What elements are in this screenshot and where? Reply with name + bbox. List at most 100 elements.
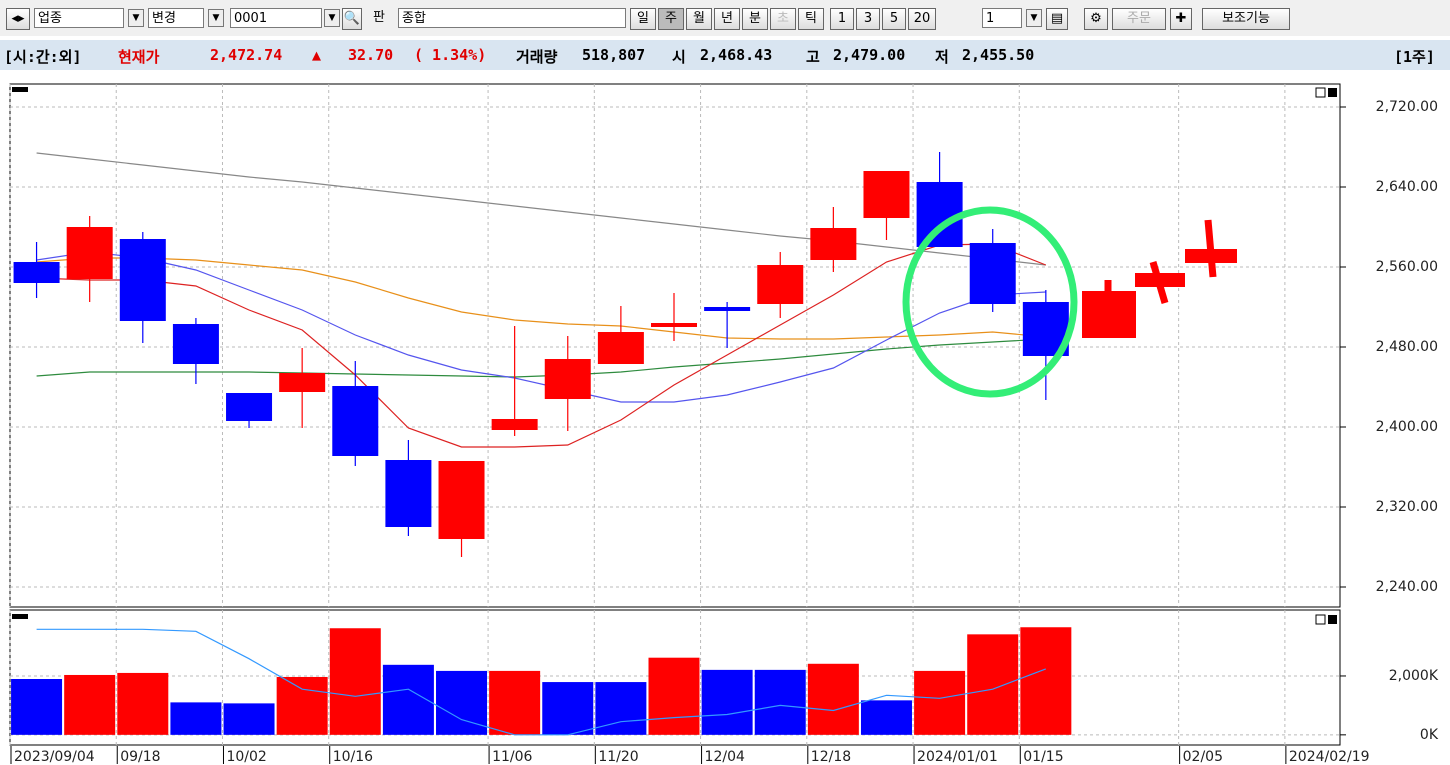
panel-button[interactable] xyxy=(1315,87,1326,98)
nav-button[interactable]: ◂▸ xyxy=(6,8,30,30)
period-button[interactable]: 년 xyxy=(714,8,740,30)
volume-bar xyxy=(489,670,541,735)
moving-average xyxy=(36,628,1047,736)
x-tick-label: 10/16 xyxy=(333,749,373,765)
volume-bar xyxy=(967,634,1019,735)
change-field[interactable]: 변경 xyxy=(148,8,204,28)
candle-body xyxy=(916,182,963,247)
price-label: 현재가 xyxy=(118,48,160,66)
x-tick-label: 02/05 xyxy=(1183,749,1223,765)
moving-average xyxy=(36,251,1046,403)
period-button[interactable]: 주 xyxy=(658,8,684,30)
low-label: 저 xyxy=(935,48,949,66)
dropdown[interactable]: ▼ xyxy=(208,9,224,27)
volume-bar xyxy=(542,682,594,735)
candle-body xyxy=(279,373,326,392)
session: [시:간:외] xyxy=(4,48,82,66)
volume-bar xyxy=(754,669,806,735)
volume-bar xyxy=(11,679,63,735)
drawn-wick xyxy=(1149,261,1169,304)
candle-body xyxy=(226,393,273,421)
name-field[interactable]: 종합 xyxy=(398,8,626,28)
search-button[interactable]: 🔍 xyxy=(342,8,362,30)
volume-bar xyxy=(382,664,434,735)
period-button[interactable]: 일 xyxy=(630,8,656,30)
volume-bar xyxy=(329,628,381,735)
info-bar: [시:간:외] 현재가 2,472.74 ▲ 32.70 ( 1.34%) 거래… xyxy=(0,40,1450,70)
candle-body xyxy=(438,461,485,539)
period-button[interactable]: 1 xyxy=(830,8,854,30)
candle-body xyxy=(332,386,379,456)
candle-body xyxy=(66,227,113,279)
annotations xyxy=(902,206,1237,398)
volume-bar xyxy=(276,676,328,735)
panel-button[interactable] xyxy=(1315,614,1326,625)
dropdown[interactable]: ▼ xyxy=(324,9,340,27)
circle-annotation xyxy=(902,206,1078,398)
dropdown[interactable]: ▼ xyxy=(128,9,144,27)
order-button[interactable]: 주문 xyxy=(1112,8,1166,30)
panel-button[interactable] xyxy=(1328,88,1337,97)
panel-button[interactable] xyxy=(1328,615,1337,624)
volume-label: 거래량 xyxy=(516,48,558,66)
code-field[interactable]: 0001 xyxy=(230,8,322,28)
y-tick-label: 2,000K xyxy=(1389,668,1439,684)
price-frame xyxy=(9,83,1341,608)
period-button[interactable]: 초 xyxy=(770,8,796,30)
period-button[interactable]: 3 xyxy=(856,8,880,30)
period-button[interactable]: 분 xyxy=(742,8,768,30)
x-tick-label: 11/06 xyxy=(492,749,532,765)
x-tick-label: 2024/02/19 xyxy=(1289,749,1370,765)
candle-body xyxy=(597,332,644,364)
high-label: 고 xyxy=(806,48,820,66)
aux-button[interactable]: 보조기능 xyxy=(1202,8,1290,30)
period-button[interactable]: 5 xyxy=(882,8,906,30)
y-tick-label: 2,400.00 xyxy=(1376,419,1438,435)
change-pct: ( 1.34%) xyxy=(414,46,487,64)
volume-bar xyxy=(223,703,275,735)
toolbar: ◂▸ 업종 ▼ 변경 ▼ 0001 ▼ 🔍 판 종합 일 주 월 년 분 초 틱 1 3 5 20 … xyxy=(0,0,1450,36)
candle-body xyxy=(385,460,432,527)
period-button[interactable]: 월 xyxy=(686,8,712,30)
x-tick-label: 01/15 xyxy=(1023,749,1063,765)
x-tick-label: 2024/01/01 xyxy=(917,749,998,765)
change: 32.70 xyxy=(348,46,394,64)
candle-body xyxy=(651,323,697,327)
y-tick-label: 2,480.00 xyxy=(1376,339,1438,355)
period-input[interactable]: 1 xyxy=(982,8,1022,28)
x-tick-label: 2023/09/04 xyxy=(14,749,95,765)
arrow: ▲ xyxy=(312,46,322,64)
x-tick-label: 11/20 xyxy=(598,749,638,765)
settings-button[interactable]: ⚙ xyxy=(1084,8,1108,30)
market-field[interactable]: 업종 xyxy=(34,8,124,28)
low: 2,455.50 xyxy=(962,46,1035,64)
candle-body xyxy=(544,359,591,399)
drawn-candle xyxy=(1082,291,1136,338)
period: [1주] xyxy=(1394,48,1435,66)
candle-body xyxy=(704,307,751,311)
volume-bar xyxy=(914,670,966,735)
volume-bar xyxy=(648,657,700,735)
x-tick-label: 09/18 xyxy=(120,749,160,765)
volume-bar xyxy=(860,700,912,735)
volume-bar xyxy=(807,663,859,735)
dropdown[interactable]: ▼ xyxy=(1026,9,1042,27)
y-tick-label: 0K xyxy=(1420,727,1439,743)
volume-bar xyxy=(117,672,169,735)
period-button[interactable]: 틱 xyxy=(798,8,824,30)
candle-body xyxy=(172,324,219,364)
y-tick-label: 2,320.00 xyxy=(1376,499,1438,515)
moving-average xyxy=(36,152,1046,266)
board-label: 판 xyxy=(373,10,385,25)
volume-bar xyxy=(170,702,222,735)
drawn-wick xyxy=(1204,219,1217,278)
volume-bar xyxy=(701,669,753,735)
period-button[interactable]: 20 xyxy=(908,8,936,30)
panel-icon xyxy=(12,87,28,92)
icon-button[interactable]: ▤ xyxy=(1046,8,1068,30)
y-tick-label: 2,720.00 xyxy=(1376,99,1438,115)
x-tick-label: 10/02 xyxy=(226,749,266,765)
cross-button[interactable]: ✚ xyxy=(1170,8,1192,30)
